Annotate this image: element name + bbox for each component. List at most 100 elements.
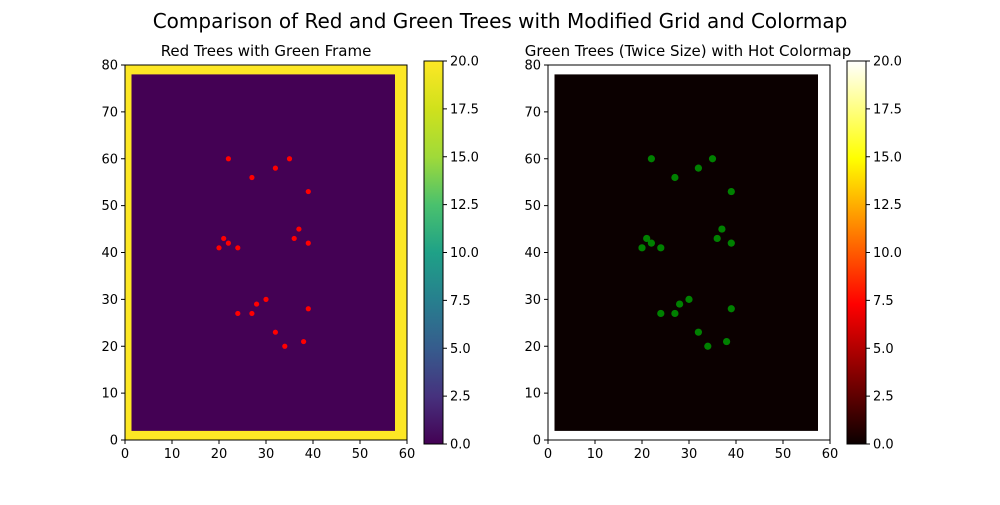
tree-point bbox=[216, 245, 222, 251]
tree-point bbox=[685, 295, 693, 303]
y-tick-label: 10 bbox=[524, 387, 541, 402]
tree-point bbox=[694, 328, 703, 336]
tree-point bbox=[305, 240, 311, 246]
y-tick-label: 0 bbox=[533, 434, 541, 449]
y-tick-label: 80 bbox=[101, 59, 118, 74]
x-tick-label: 50 bbox=[775, 447, 792, 462]
x-tick-label: 20 bbox=[634, 447, 651, 462]
x-tick-label: 20 bbox=[211, 447, 228, 462]
y-tick-label: 10 bbox=[101, 387, 118, 402]
y-tick-label: 40 bbox=[524, 246, 541, 261]
tree-point bbox=[254, 301, 260, 307]
x-tick-label: 60 bbox=[399, 447, 416, 462]
tree-point bbox=[657, 309, 665, 318]
x-axis: 0 10 20 30 40 50 60 bbox=[544, 440, 838, 462]
tree-point bbox=[286, 156, 293, 162]
x-tick-label: 40 bbox=[728, 447, 745, 462]
tree-point bbox=[301, 338, 307, 345]
colorbar-tick-label: 15.0 bbox=[873, 150, 902, 165]
tree-point bbox=[225, 240, 231, 246]
colorbar-tick-label: 20.0 bbox=[450, 55, 479, 70]
panel-title: Green Trees (Twice Size) with Hot Colorm… bbox=[525, 42, 852, 60]
tree-point bbox=[249, 310, 255, 317]
tree-point bbox=[291, 235, 297, 242]
x-axis: 0 10 20 30 40 50 60 bbox=[121, 440, 415, 462]
y-tick-label: 60 bbox=[524, 152, 541, 167]
colorbar-ticks: 0.0 2.5 5.0 7.5 10.0 12.5 15.0 17.5 20.0 bbox=[443, 55, 479, 453]
tree-point bbox=[704, 342, 712, 350]
colorbar-tick-label: 7.5 bbox=[450, 294, 471, 309]
y-tick-label: 60 bbox=[101, 152, 118, 167]
points-layer bbox=[638, 155, 735, 350]
tree-point bbox=[272, 165, 278, 171]
x-tick-label: 10 bbox=[587, 447, 604, 462]
colorbar bbox=[846, 60, 867, 445]
y-tick-label: 30 bbox=[101, 293, 118, 308]
x-tick-label: 30 bbox=[681, 447, 698, 462]
colorbar-tick-label: 0.0 bbox=[450, 438, 471, 453]
tree-point bbox=[647, 239, 656, 247]
tree-point bbox=[676, 300, 684, 308]
y-tick-label: 50 bbox=[101, 199, 118, 214]
x-tick-label: 30 bbox=[258, 447, 275, 462]
tree-point bbox=[708, 155, 717, 163]
colorbar-tick-label: 0.0 bbox=[873, 438, 894, 453]
tree-point bbox=[694, 164, 703, 172]
colorbar-tick-label: 20.0 bbox=[873, 55, 902, 70]
y-axis: 0 10 20 30 40 50 60 70 80 bbox=[101, 59, 125, 449]
panel-red-trees: Red Trees with Green Frame 0 10 20 30 40 50 60… bbox=[101, 42, 479, 462]
y-tick-label: 20 bbox=[524, 340, 541, 355]
tree-point bbox=[305, 188, 311, 195]
tree-point bbox=[657, 244, 665, 252]
colorbar-tick-label: 7.5 bbox=[873, 294, 894, 309]
y-axis: 0 10 20 30 40 50 60 70 80 bbox=[524, 59, 548, 449]
tree-point bbox=[671, 173, 679, 182]
colorbar-tick-label: 10.0 bbox=[873, 246, 902, 261]
figure-title: Comparison of Red and Green Trees with M… bbox=[153, 9, 848, 33]
panel-title: Red Trees with Green Frame bbox=[161, 42, 372, 60]
x-tick-label: 60 bbox=[822, 447, 839, 462]
tree-point bbox=[235, 310, 241, 317]
tree-point bbox=[727, 305, 735, 313]
y-tick-label: 20 bbox=[101, 340, 118, 355]
colorbar bbox=[423, 60, 444, 445]
tree-point bbox=[727, 187, 735, 196]
y-tick-label: 0 bbox=[110, 434, 118, 449]
colorbar-tick-label: 2.5 bbox=[450, 390, 471, 405]
colorbar-tick-label: 12.5 bbox=[450, 198, 479, 213]
y-tick-label: 50 bbox=[524, 199, 541, 214]
tree-point bbox=[727, 239, 735, 247]
colorbar-tick-label: 17.5 bbox=[873, 102, 902, 117]
tree-point bbox=[638, 244, 646, 252]
y-tick-label: 30 bbox=[524, 293, 541, 308]
colorbar-tick-label: 15.0 bbox=[450, 150, 479, 165]
colorbar-ticks: 0.0 2.5 5.0 7.5 10.0 12.5 15.0 17.5 20.0 bbox=[866, 55, 902, 453]
tree-point bbox=[235, 245, 241, 251]
tree-point bbox=[221, 235, 227, 242]
y-tick-label: 70 bbox=[524, 105, 541, 120]
colorbar-tick-label: 5.0 bbox=[450, 342, 471, 357]
colorbar-tick-label: 10.0 bbox=[450, 246, 479, 261]
y-tick-label: 70 bbox=[101, 105, 118, 120]
points-layer bbox=[216, 156, 311, 349]
tree-point bbox=[718, 225, 726, 233]
colorbar-tick-label: 17.5 bbox=[450, 102, 479, 117]
colorbar-tick-label: 5.0 bbox=[873, 342, 894, 357]
tree-point bbox=[225, 156, 231, 162]
tree-point bbox=[647, 155, 656, 163]
y-tick-label: 40 bbox=[101, 246, 118, 261]
tree-point bbox=[282, 343, 288, 349]
tree-point bbox=[305, 306, 311, 312]
tree-point bbox=[249, 174, 255, 181]
x-tick-label: 0 bbox=[544, 447, 552, 462]
tree-point bbox=[643, 234, 651, 243]
x-tick-label: 10 bbox=[164, 447, 181, 462]
x-tick-label: 50 bbox=[352, 447, 369, 462]
panel-green-trees: Green Trees (Twice Size) with Hot Colorm… bbox=[524, 42, 902, 462]
tree-point bbox=[272, 329, 278, 335]
tree-point bbox=[671, 309, 679, 318]
y-tick-label: 80 bbox=[524, 59, 541, 74]
colorbar-tick-label: 2.5 bbox=[873, 390, 894, 405]
